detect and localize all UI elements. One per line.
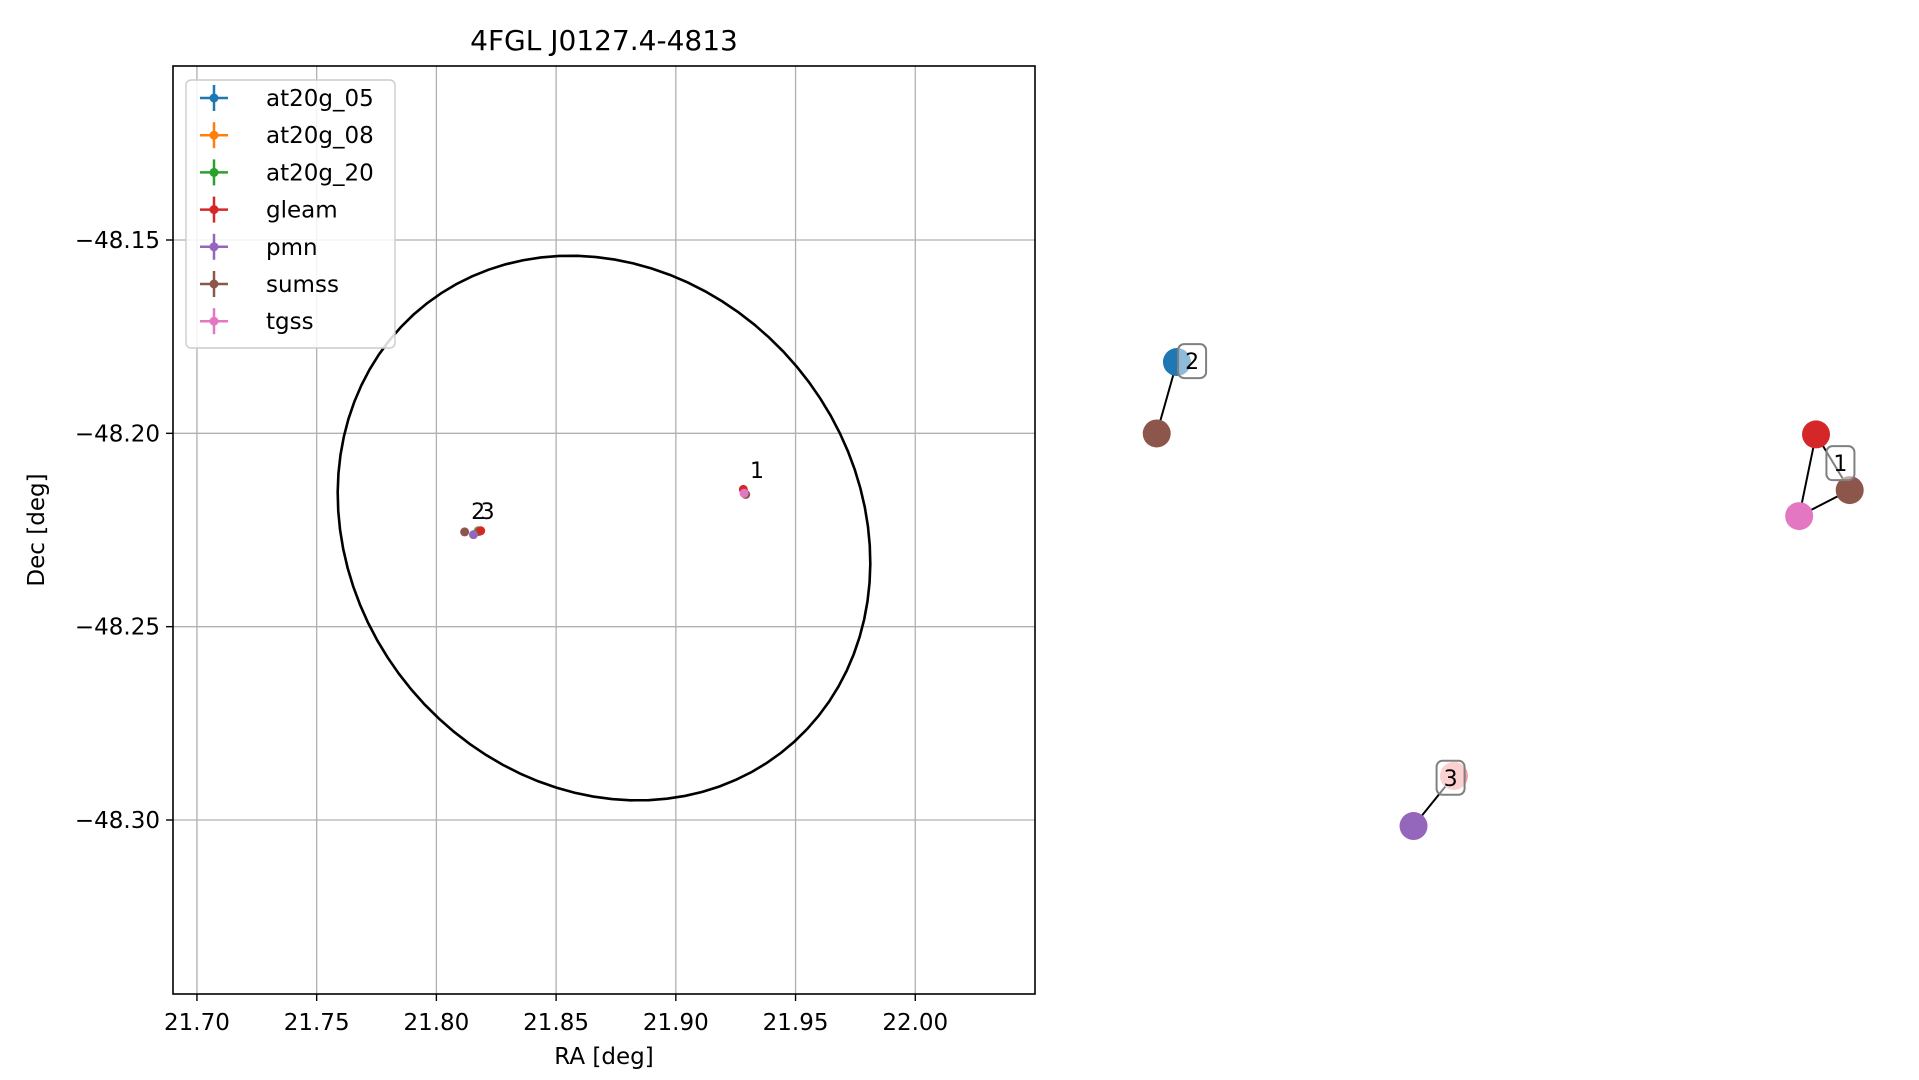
group-label: 1 — [1833, 452, 1847, 477]
legend-label: pmn — [266, 235, 318, 261]
group-label: 3 — [1444, 767, 1458, 792]
data-point-pmn — [469, 530, 479, 540]
point-annotation: 1 — [750, 459, 764, 484]
data-point-sumss — [460, 527, 470, 537]
legend-entry: at20g_08 — [200, 122, 374, 149]
x-tick-label: 22.00 — [882, 1010, 948, 1036]
match-group: 3 — [1399, 759, 1468, 841]
legend-dot — [209, 205, 219, 215]
match-group: 1 — [1785, 420, 1864, 531]
graph-node — [1142, 419, 1171, 448]
graph-node — [1802, 420, 1831, 449]
legend-entry: at20g_05 — [200, 85, 374, 112]
y-axis-label: Dec [deg] — [24, 473, 50, 586]
x-tick-label: 21.85 — [523, 1010, 589, 1036]
x-tick-label: 21.90 — [643, 1010, 709, 1036]
point-annotation: 3 — [481, 500, 495, 525]
group-label-box — [1825, 445, 1856, 482]
match-graph-panel: 1 2 3 — [1142, 343, 1864, 841]
legend-label: sumss — [266, 272, 339, 298]
plot-frame — [172, 65, 1036, 995]
y-tick-label: −48.25 — [75, 615, 160, 641]
legend-dot — [209, 242, 219, 252]
sky-map-panel: 123 21.70 21.75 21.80 21.85 21.90 21.95 22.00 … — [24, 24, 1036, 1070]
legend-box — [185, 79, 396, 349]
legend-label: at20g_08 — [266, 123, 374, 149]
legend-dot — [209, 167, 219, 177]
legend-entry: at20g_20 — [200, 159, 374, 186]
data-point-gleam — [476, 526, 486, 536]
match-group: 2 — [1142, 343, 1208, 448]
annotation-layer: 1 23 — [471, 459, 764, 525]
legend-dot — [209, 130, 219, 140]
chart-title: 4FGL J0127.4-4813 — [470, 24, 738, 57]
legend-label: at20g_05 — [266, 86, 374, 112]
data-points-layer — [460, 484, 751, 540]
data-point-tgss — [739, 488, 749, 498]
graph-node — [1399, 812, 1428, 841]
legend-entry: sumss — [200, 271, 339, 298]
legend-label: tgss — [266, 309, 314, 335]
x-tick-label: 21.70 — [164, 1010, 230, 1036]
legend-dot — [209, 93, 219, 103]
y-axis-ticks: −48.15 −48.20 −48.25 −48.30 — [75, 228, 173, 834]
y-tick-label: −48.20 — [75, 421, 160, 447]
x-axis-ticks: 21.70 21.75 21.80 21.85 21.90 21.95 22.00 — [164, 994, 948, 1036]
group-label: 2 — [1185, 350, 1199, 375]
legend-label: at20g_20 — [266, 160, 374, 186]
y-tick-label: −48.30 — [75, 808, 160, 834]
group-label-box — [1435, 759, 1466, 796]
error-ellipse-layer — [336, 254, 872, 802]
error-ellipse — [336, 254, 872, 802]
graph-node — [1785, 502, 1814, 531]
x-tick-label: 21.75 — [284, 1010, 350, 1036]
legend-entry: tgss — [200, 308, 314, 335]
x-tick-label: 21.95 — [763, 1010, 829, 1036]
legend-entry: pmn — [200, 233, 318, 261]
legend-entry: gleam — [200, 196, 338, 224]
point-annotation: 2 — [471, 500, 485, 525]
group-label-box — [1177, 343, 1208, 380]
legend-dot — [209, 279, 219, 289]
y-tick-label: −48.15 — [75, 228, 160, 254]
x-tick-label: 21.80 — [403, 1010, 469, 1036]
graph-node — [1835, 476, 1864, 505]
legend-dot — [209, 316, 219, 326]
legend-label: gleam — [266, 198, 338, 224]
x-axis-label: RA [deg] — [554, 1044, 653, 1070]
